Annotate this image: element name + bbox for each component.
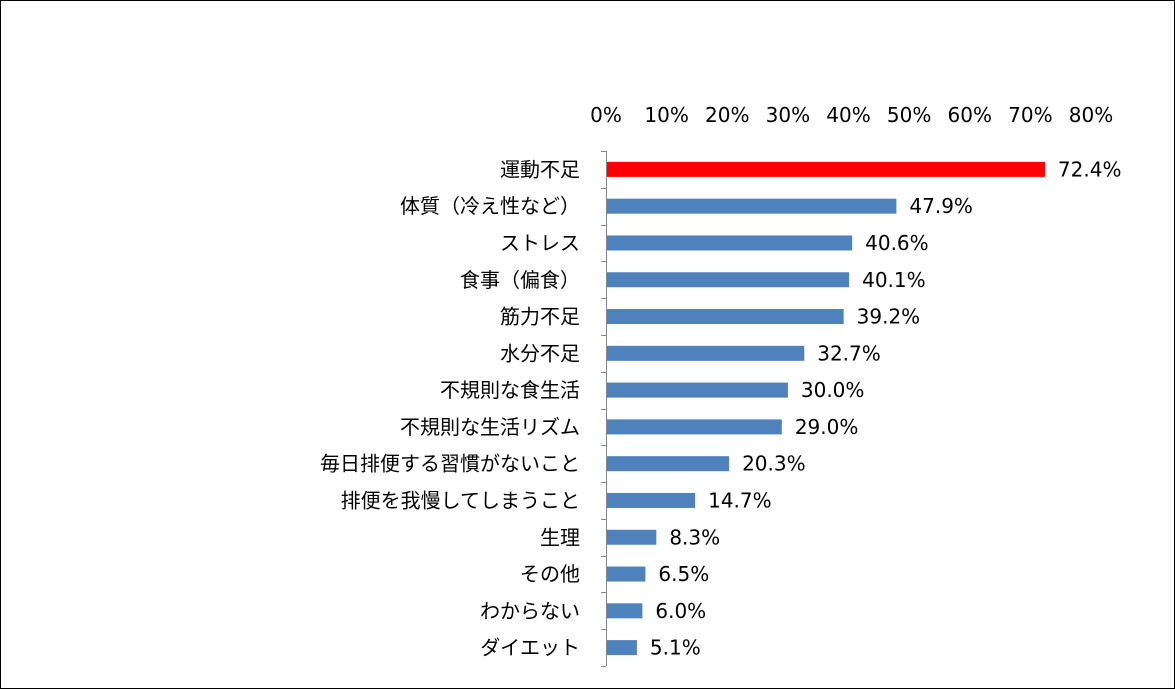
x-tick-label: 20% [705, 103, 749, 127]
value-label: 29.0% [795, 415, 859, 439]
category-label: 毎日排便する習慣がないこと [320, 452, 580, 476]
value-label: 6.0% [655, 599, 706, 623]
value-label: 32.7% [817, 341, 881, 365]
x-axis-ticks: 0% 10% 20% 30% 40% 50% 60% 70% 80% [590, 103, 1113, 127]
category-label: 不規則な生活リズム [400, 415, 580, 439]
category-label: ストレス [500, 231, 580, 255]
value-label: 8.3% [669, 525, 720, 549]
bar [607, 198, 897, 214]
value-labels: 72.4% 47.9% 40.6% 40.1% 39.2% 32.7% 30.0% 29.0%… [650, 157, 1122, 659]
bar [607, 161, 1045, 177]
bar [607, 529, 657, 545]
category-label: その他 [520, 562, 580, 586]
x-tick-label: 10% [644, 103, 688, 127]
category-label: 排便を我慢してしまうこと [341, 488, 580, 512]
value-label: 40.1% [862, 268, 926, 292]
category-label: 不規則な食生活 [440, 378, 580, 402]
bars [607, 161, 1045, 656]
bar [607, 235, 853, 251]
value-label: 72.4% [1058, 157, 1122, 181]
x-tick-label: 40% [826, 103, 870, 127]
value-label: 47.9% [909, 194, 973, 218]
category-label: 水分不足 [500, 341, 580, 365]
category-label: 運動不足 [500, 157, 580, 181]
category-label: 体質（冷え性など） [400, 194, 580, 218]
value-label: 5.1% [650, 636, 701, 660]
category-label: 食事（偏食） [460, 268, 580, 292]
bar [607, 640, 637, 656]
bar [607, 492, 696, 508]
category-label: ダイエット [480, 636, 580, 660]
bar [607, 309, 844, 325]
bar [607, 419, 782, 435]
value-label: 40.6% [865, 231, 929, 255]
value-label: 20.3% [742, 452, 806, 476]
bar [607, 603, 643, 619]
x-tick-label: 0% [590, 103, 622, 127]
y-axis [601, 151, 607, 667]
bar [607, 456, 730, 472]
category-label: わからない [480, 599, 580, 623]
bar [607, 345, 805, 361]
bar [607, 272, 850, 288]
x-tick-label: 30% [766, 103, 810, 127]
x-tick-label: 70% [1008, 103, 1052, 127]
bar [607, 382, 788, 398]
bar [607, 566, 646, 582]
x-tick-label: 50% [887, 103, 931, 127]
value-label: 39.2% [857, 305, 921, 329]
x-tick-label: 60% [948, 103, 992, 127]
value-label: 6.5% [658, 562, 709, 586]
x-tick-label: 80% [1069, 103, 1113, 127]
category-label: 筋力不足 [500, 305, 580, 329]
category-label: 生理 [540, 525, 580, 549]
value-label: 30.0% [801, 378, 865, 402]
value-label: 14.7% [708, 488, 772, 512]
